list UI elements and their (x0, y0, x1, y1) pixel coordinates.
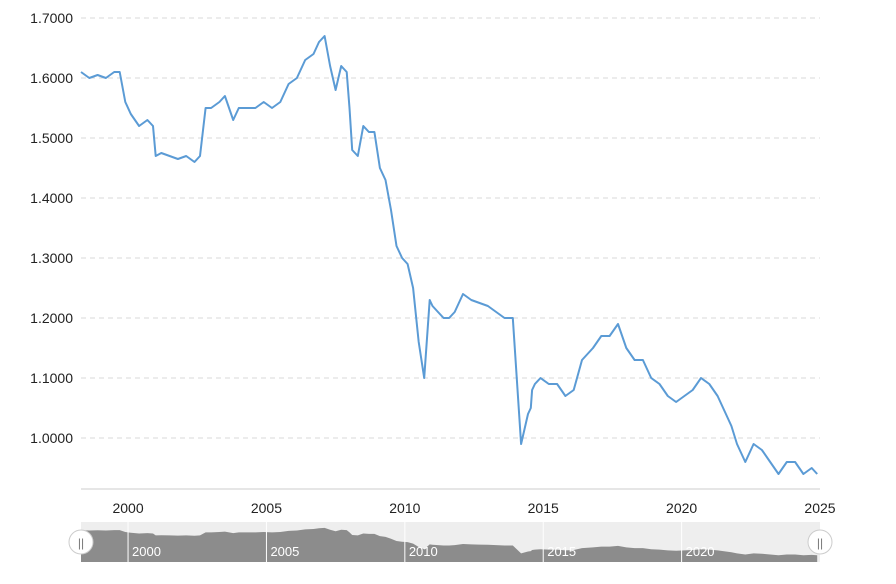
y-tick-label: 1.6000 (30, 70, 73, 86)
x-axis-tick-labels: 2000 2005 2010 2015 2020 2025 (112, 500, 835, 516)
navigator-series-area (81, 527, 818, 562)
y-tick-label: 1.7000 (30, 10, 73, 26)
y-tick-label: 1.1000 (30, 370, 73, 386)
y-tick-label: 1.2000 (30, 310, 73, 326)
y-tick-label: 1.4000 (30, 190, 73, 206)
range-navigator[interactable]: 2000 2005 2010 2015 2020 || || (68, 522, 833, 562)
x-tick-label: 2015 (528, 500, 559, 516)
navigator-tick-label: 2005 (270, 544, 299, 559)
navigator-right-handle[interactable]: || (807, 529, 833, 555)
navigator-tick-label: 2000 (132, 544, 161, 559)
left-handle-grip-icon: || (78, 536, 84, 550)
series-line (80, 35, 818, 475)
gridlines (81, 17, 820, 439)
navigator-tick-label: 2010 (409, 544, 438, 559)
y-tick-label: 1.5000 (30, 130, 73, 146)
x-tick-label: 2005 (251, 500, 282, 516)
navigator-tick-labels: 2000 2005 2010 2015 2020 (127, 522, 715, 562)
x-tick-label: 2000 (112, 500, 143, 516)
x-tick-label: 2010 (389, 500, 420, 516)
y-tick-label: 1.3000 (30, 250, 73, 266)
navigator-left-handle[interactable]: || (68, 529, 94, 555)
navigator-tick-label: 2020 (686, 544, 715, 559)
y-tick-label: 1.0000 (30, 430, 73, 446)
navigator-tick-label: 2015 (547, 544, 576, 559)
x-tick-label: 2020 (666, 500, 697, 516)
x-tick-label: 2025 (804, 500, 835, 516)
y-axis-tick-labels: 1.0000 1.1000 1.2000 1.3000 1.4000 1.5000 1.60… (30, 10, 73, 446)
right-handle-grip-icon: || (817, 536, 823, 550)
